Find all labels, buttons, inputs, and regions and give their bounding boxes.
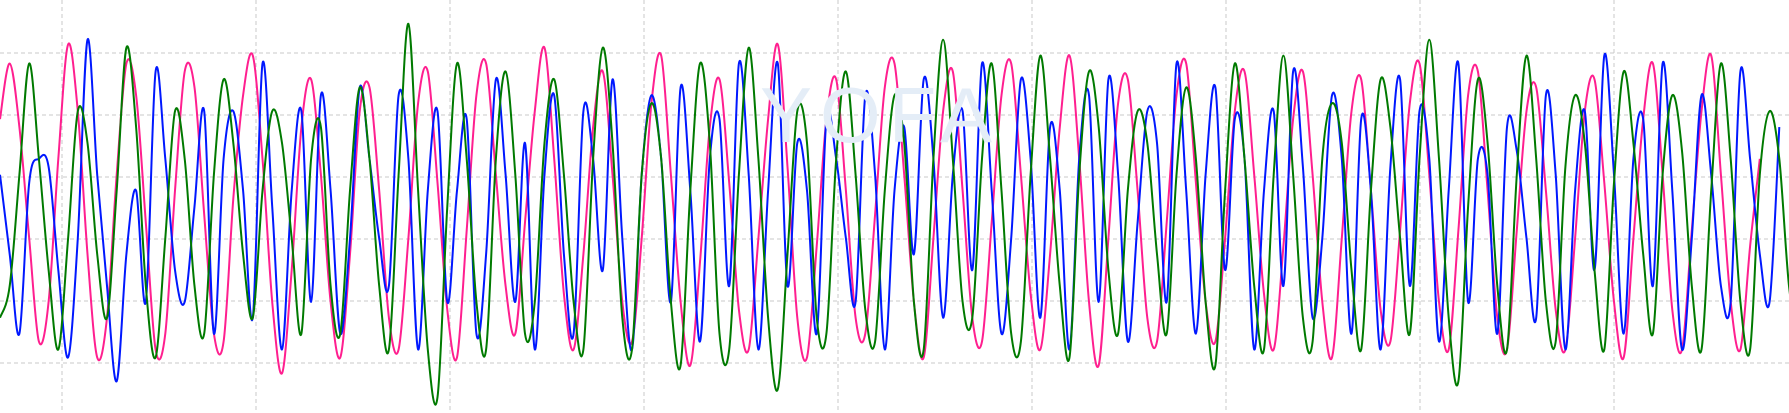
series-group	[0, 22, 1789, 406]
watermark: YOFA	[760, 71, 1001, 159]
series-line-3	[0, 22, 1789, 406]
series-line-1	[0, 42, 1761, 375]
